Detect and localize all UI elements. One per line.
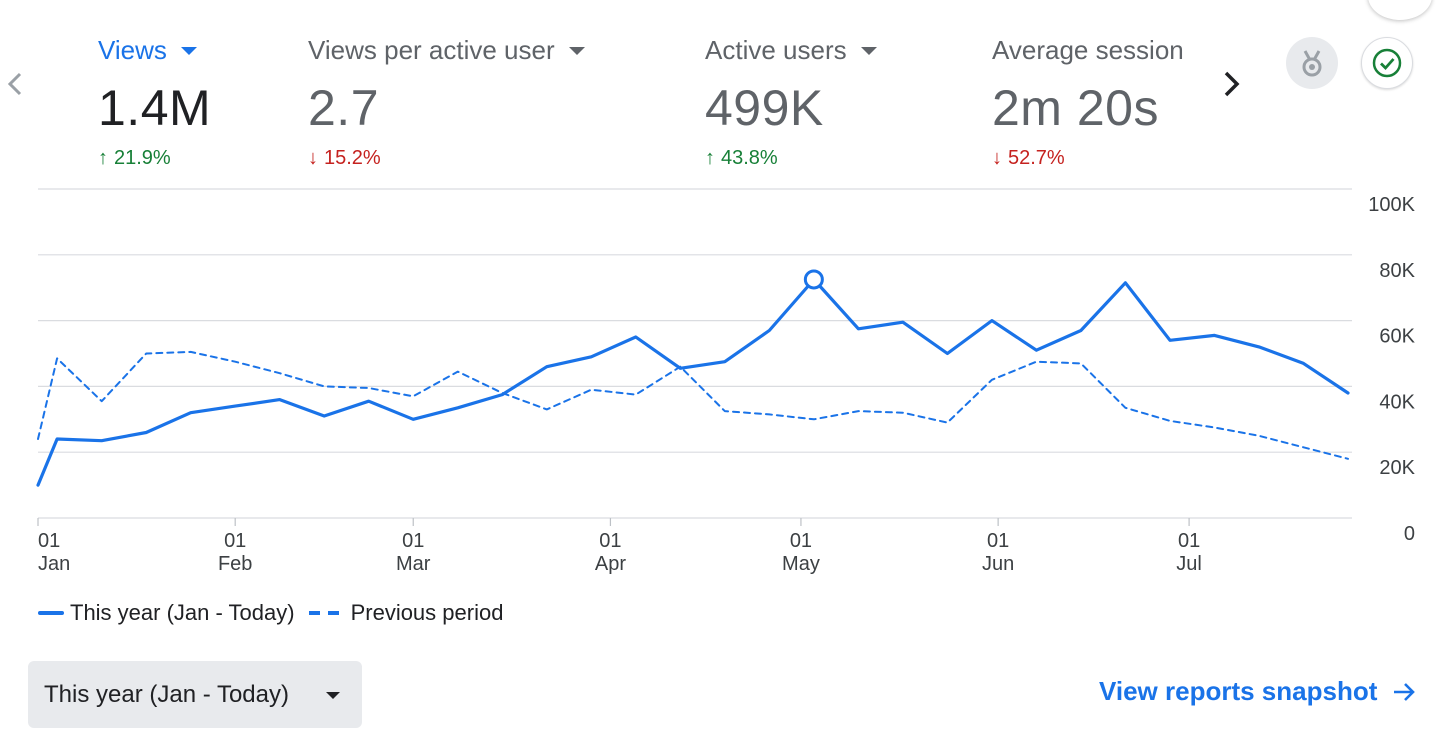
x-tick-month: Mar xyxy=(396,553,431,575)
x-tick-month: Jul xyxy=(1176,553,1202,575)
arrow-down-icon: ↓ xyxy=(992,147,1002,169)
view-reports-label: View reports snapshot xyxy=(1099,676,1378,706)
arrow-up-icon: ↑ xyxy=(98,147,108,169)
x-tick-day: 01 xyxy=(402,530,424,552)
x-tick-day: 01 xyxy=(1178,530,1200,552)
metric-change: ↑ 43.8% xyxy=(705,144,877,172)
previous-period-line xyxy=(37,350,1349,460)
metric-average-session[interactable]: Average session 2m 20s ↓ 52.7% xyxy=(992,30,1184,172)
caret-down-icon xyxy=(326,692,340,699)
view-reports-snapshot-link[interactable]: View reports snapshot xyxy=(1099,676,1417,707)
status-button[interactable] xyxy=(1361,37,1413,89)
metric-change: ↓ 15.2% xyxy=(308,144,585,172)
arrow-right-icon xyxy=(1394,682,1416,701)
y-tick-label: 20K xyxy=(1379,457,1415,479)
metric-value: 2.7 xyxy=(308,80,380,136)
search-button[interactable] xyxy=(1368,0,1432,20)
y-tick-label: 100K xyxy=(1368,194,1415,216)
metric-label: Views per active user xyxy=(308,30,585,70)
x-tick-day: 01 xyxy=(224,530,246,552)
x-tick-month: Apr xyxy=(595,553,626,575)
caret-down-icon xyxy=(860,47,877,55)
x-tick-month: Jun xyxy=(982,553,1014,575)
x-tick-day: 01 xyxy=(38,530,60,552)
caret-down-icon xyxy=(568,47,585,55)
chevron-right-icon xyxy=(1224,71,1240,97)
metric-value: 499K xyxy=(705,80,824,136)
y-tick-label: 80K xyxy=(1379,260,1415,282)
y-tick-label: 60K xyxy=(1379,326,1415,348)
legend-previous-period: Previous period xyxy=(350,600,504,625)
metric-value: 2m 20s xyxy=(992,80,1159,136)
this-year-line xyxy=(36,277,1350,487)
caret-down-icon xyxy=(180,47,197,55)
arrow-up-icon: ↑ xyxy=(705,147,715,169)
metric-views[interactable]: Views 1.4M ↑ 21.9% xyxy=(98,30,211,172)
chevron-left-icon xyxy=(7,72,22,96)
check-circle-icon xyxy=(1372,48,1402,78)
x-tick-month: Jan xyxy=(38,553,70,575)
metric-label: Average session xyxy=(992,35,1184,65)
x-tick-month: May xyxy=(782,553,820,575)
y-tick-label: 0 xyxy=(1404,523,1415,545)
x-tick-day: 01 xyxy=(599,530,621,552)
prev-metrics-button[interactable] xyxy=(2,64,28,104)
x-tick-month: Feb xyxy=(218,553,252,575)
date-range-value: This year (Jan - Today) xyxy=(44,680,289,708)
views-line-chart: 100K80K60K40K20K001Jan01Feb01Mar01Apr01M… xyxy=(36,188,1416,575)
metric-active-users[interactable]: Active users 499K ↑ 43.8% xyxy=(705,30,877,172)
x-tick-day: 01 xyxy=(790,530,812,552)
metric-change: ↓ 52.7% xyxy=(992,144,1184,172)
badge-button[interactable] xyxy=(1286,37,1338,89)
x-tick-day: 01 xyxy=(987,530,1009,552)
arrow-down-icon: ↓ xyxy=(308,147,318,169)
date-range-dropdown[interactable]: This year (Jan - Today) xyxy=(28,661,362,728)
legend-dashed-line-icon xyxy=(308,611,341,615)
metric-change: ↑ 21.9% xyxy=(98,144,211,172)
medal-icon xyxy=(1302,50,1322,77)
legend-solid-line-icon xyxy=(38,611,64,615)
metric-label: Active users xyxy=(705,30,877,70)
highlight-point xyxy=(803,269,824,290)
legend-this-year: This year (Jan - Today) xyxy=(70,600,295,625)
next-metrics-button[interactable] xyxy=(1215,64,1247,104)
metric-views-per-active-user[interactable]: Views per active user 2.7 ↓ 15.2% xyxy=(308,30,585,172)
metric-value: 1.4M xyxy=(98,80,212,136)
y-tick-label: 40K xyxy=(1379,391,1415,413)
metric-label: Views xyxy=(98,30,211,70)
chart-legend: This year (Jan - Today) Previous period xyxy=(38,600,503,626)
